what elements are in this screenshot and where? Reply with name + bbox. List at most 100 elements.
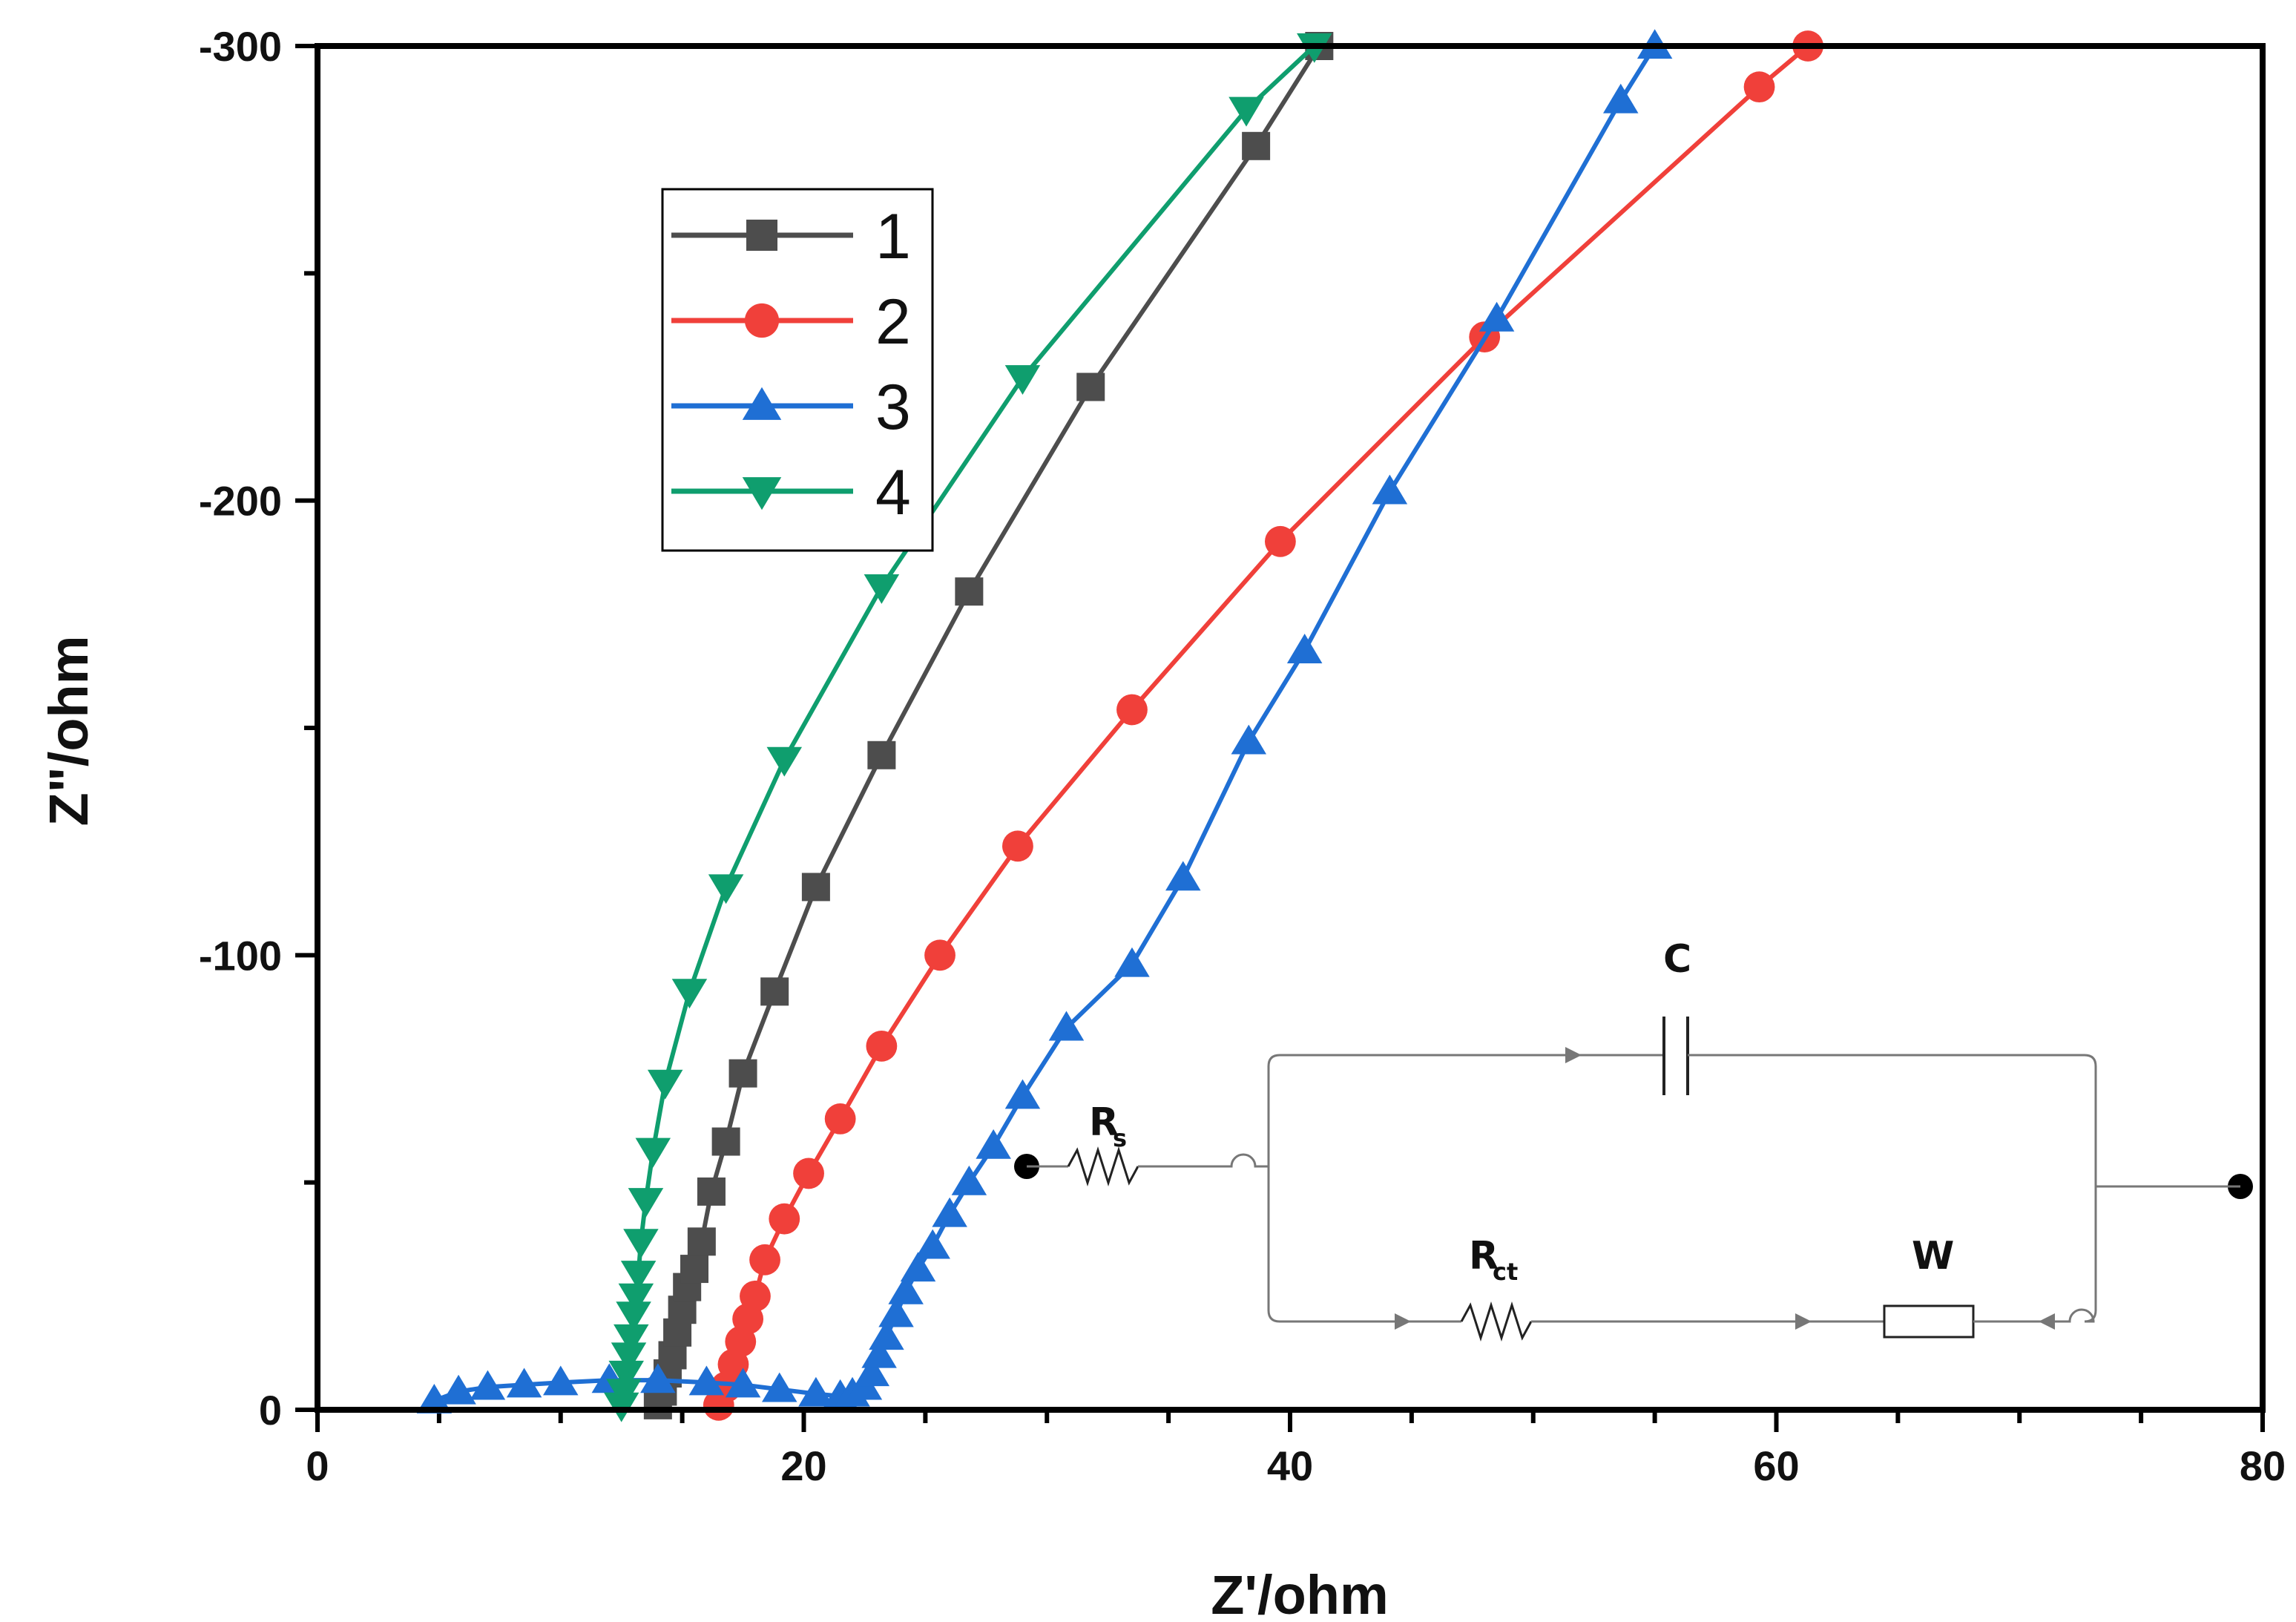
legend-marker-4 (742, 477, 782, 510)
data-point (441, 1374, 476, 1405)
data-point (951, 1165, 987, 1195)
data-point (618, 1283, 654, 1313)
data-point (688, 1365, 725, 1396)
x-axis-title: Z'/ohm (1211, 1564, 1389, 1622)
data-point (749, 1244, 780, 1275)
data-point (900, 1252, 936, 1282)
warburg-w-icon (1883, 1304, 1975, 1339)
data-point (1264, 525, 1296, 557)
axis-ticks (295, 44, 2265, 1432)
arrow-top-icon (1565, 1047, 1582, 1063)
data-point (955, 577, 984, 606)
data-point (608, 1360, 644, 1390)
circuit-label-rct: R (1469, 1234, 1499, 1278)
data-point (680, 1255, 709, 1284)
data-point (1004, 1079, 1041, 1109)
data-point (769, 1203, 800, 1235)
data-point (506, 1367, 542, 1398)
x-tick-label: 40 (1267, 1442, 1313, 1489)
circuit-wire-w-right (1973, 1185, 2240, 1323)
data-point (671, 979, 708, 1009)
data-point (760, 977, 789, 1006)
data-point (614, 1324, 649, 1354)
data-point (766, 746, 803, 777)
data-point (924, 939, 955, 971)
x-tick-label: 0 (306, 1442, 329, 1489)
data-point (1242, 131, 1271, 160)
legend-marker-2 (744, 303, 780, 338)
legend-items: 1 2 3 4 (671, 201, 911, 528)
arrow-bottom-2-icon (1795, 1313, 1812, 1330)
data-point (824, 1103, 856, 1135)
data-point (640, 1363, 676, 1393)
data-point (1228, 96, 1264, 127)
data-point (867, 741, 896, 769)
data-point (620, 1261, 657, 1290)
data-point (1286, 634, 1323, 663)
series-1 (643, 32, 1334, 1419)
data-point (854, 1356, 890, 1387)
data-point (1602, 83, 1639, 114)
resistor-rs-icon (1067, 1146, 1139, 1186)
circuit-wire-cap-right (1688, 1054, 2097, 1186)
data-point (708, 874, 744, 904)
data-point (1372, 474, 1408, 505)
data-point (687, 1227, 716, 1256)
resistor-rct-icon (1460, 1301, 1533, 1342)
data-point (1076, 372, 1105, 401)
circuit-label-w: W (1912, 1234, 1954, 1278)
data-point (1116, 694, 1148, 726)
x-tick-label: 60 (1753, 1442, 1799, 1489)
y-tick-label: -300 (199, 23, 282, 70)
series-2 (703, 30, 1824, 1421)
data-point (1165, 861, 1201, 891)
y-tick-label: 0 (259, 1387, 282, 1434)
legend-label-2: 2 (875, 286, 911, 358)
data-point (628, 1188, 664, 1218)
data-point (1478, 301, 1515, 332)
circuit-branch-top (1267, 1054, 1664, 1166)
data-point (647, 1069, 683, 1100)
legend-label-3: 3 (875, 372, 911, 443)
data-point (798, 1376, 834, 1407)
data-point (740, 1280, 771, 1312)
data-point (866, 1030, 898, 1062)
data-point (1743, 71, 1775, 103)
legend-marker-3 (742, 387, 782, 420)
x-tick-label: 20 (780, 1442, 826, 1489)
series-line-3 (433, 45, 1657, 1403)
circuit-label-rs-sub: s (1113, 1124, 1127, 1152)
circuit-label-rs: R (1089, 1100, 1119, 1145)
data-point (1048, 1011, 1085, 1041)
data-point (623, 1229, 659, 1259)
data-point (915, 1229, 950, 1259)
data-point (869, 1320, 904, 1350)
data-point (888, 1274, 924, 1304)
data-point (543, 1365, 579, 1396)
data-point (976, 1129, 1011, 1159)
data-point (801, 873, 830, 902)
data-point (761, 1372, 797, 1402)
data-point (697, 1177, 726, 1206)
series-3 (416, 29, 1673, 1413)
data-point (1002, 830, 1033, 862)
capacitor-c-icon (1662, 1017, 1689, 1095)
arrow-bottom-1-icon (1395, 1313, 1411, 1330)
series-4 (603, 33, 1332, 1422)
data-point (728, 1059, 757, 1088)
tick-labels: 0 20 40 60 80 0 -100 -200 -300 (199, 23, 2286, 1489)
circuit-wire-rs-junction (1138, 1153, 1269, 1168)
data-point (793, 1158, 824, 1189)
data-point (611, 1342, 647, 1373)
data-point (616, 1301, 651, 1332)
legend-marker-1 (746, 220, 777, 251)
legend: 1 2 3 4 (661, 188, 934, 552)
data-point (606, 1379, 642, 1409)
legend-label-1: 1 (875, 201, 911, 272)
data-point (470, 1370, 506, 1400)
arrow-bottom-3-icon (2039, 1313, 2055, 1330)
circuit-label-rct-sub: ct (1493, 1258, 1518, 1286)
y-tick-label: -100 (199, 932, 282, 979)
circuit-branch-bottom (1267, 1166, 1461, 1323)
